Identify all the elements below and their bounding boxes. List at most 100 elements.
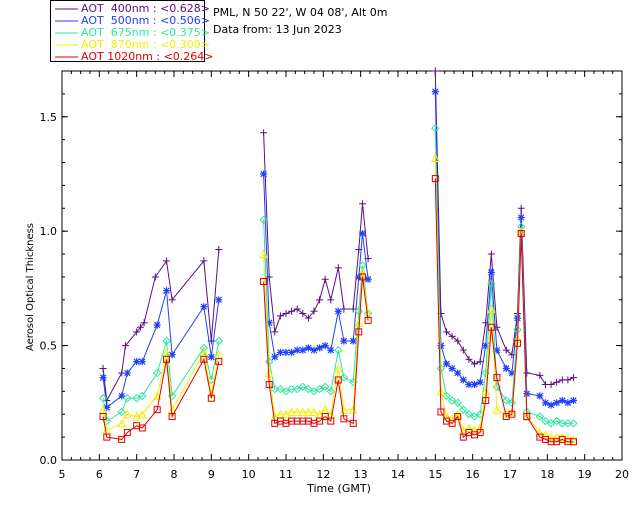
- series-500nm-point: [523, 390, 531, 398]
- series-870nm-point: [464, 423, 474, 432]
- series-400nm-point: [282, 310, 290, 318]
- legend-line-500nm: [55, 20, 78, 22]
- series-500nm-point: [153, 321, 161, 329]
- series-675nm-point: [320, 382, 330, 391]
- series-870nm-point: [569, 434, 578, 444]
- series-1020nm-point: [99, 413, 107, 421]
- series-1020nm: [99, 175, 577, 446]
- legend-label-500nm: AOT 500nm : <0.506>: [81, 14, 211, 27]
- series-870nm-point: [348, 405, 358, 414]
- series-675nm-line: [434, 128, 574, 424]
- series-675nm-line: [263, 219, 369, 393]
- series-400nm-point: [276, 312, 284, 320]
- series-500nm-point: [334, 307, 342, 315]
- series-500nm-point: [508, 369, 516, 377]
- series-675nm-point: [117, 407, 126, 417]
- series-500nm: [99, 88, 577, 411]
- series-400nm-point: [99, 364, 107, 372]
- series-400nm-point: [168, 296, 176, 304]
- series-400nm-point: [517, 204, 525, 212]
- series-1020nm-point: [513, 339, 521, 347]
- series-1020nm-point: [103, 433, 111, 441]
- series-1020nm-point: [482, 397, 490, 405]
- series-1020nm-point: [431, 175, 439, 183]
- series-500nm-point: [103, 403, 111, 411]
- series-675nm-point: [315, 384, 324, 394]
- series-675nm-point: [546, 419, 556, 428]
- series-500nm-point: [260, 170, 268, 178]
- series-870nm-point: [358, 267, 367, 277]
- series-1020nm-point: [153, 406, 161, 414]
- legend-line-870nm: [55, 44, 78, 46]
- series-1020nm-point: [321, 413, 329, 421]
- legend-label-1020nm: AOT 1020nm : <0.264>: [81, 50, 214, 63]
- y-axis-label: Aerosol Optical Thickness: [25, 223, 36, 351]
- series-500nm-point: [517, 213, 525, 221]
- series-400nm-point: [547, 380, 555, 388]
- series-400nm-point: [431, 67, 439, 75]
- series-500nm-point: [359, 229, 367, 237]
- series-500nm-point: [493, 346, 501, 354]
- series-400nm-point: [151, 273, 159, 281]
- series-1020nm-point: [340, 415, 348, 423]
- series-1020nm-point: [437, 408, 445, 416]
- series-1020nm-point: [260, 278, 268, 286]
- series-675nm-point: [502, 396, 511, 405]
- series-400nm-point: [304, 314, 312, 322]
- series-500nm-point: [558, 397, 566, 405]
- series-675nm-point: [334, 345, 343, 355]
- series-870nm-point: [117, 418, 127, 428]
- series-1020nm-point: [448, 419, 456, 427]
- x-tick-label-12: 12: [316, 468, 330, 481]
- series-1020nm-point: [123, 429, 131, 437]
- series-1020nm-point: [334, 376, 342, 384]
- series-400nm-point: [133, 328, 141, 336]
- series-400nm-point: [448, 332, 456, 340]
- x-tick-label-10: 10: [242, 468, 256, 481]
- series-1020nm-point: [265, 380, 273, 388]
- series-675nm-point: [214, 336, 224, 346]
- series-400nm-point: [200, 257, 208, 265]
- series-1020nm-point: [327, 417, 335, 425]
- series-1020nm-point: [476, 429, 484, 437]
- series-1020nm-point: [349, 419, 357, 427]
- series-400nm-point: [136, 323, 144, 331]
- series-870nm-point: [470, 425, 479, 435]
- x-axis-label: Time (GMT): [306, 482, 371, 495]
- series-675nm-point: [259, 215, 268, 224]
- series-675nm-point: [326, 387, 336, 396]
- series-675nm-point: [552, 416, 561, 426]
- series-1020nm-point: [487, 323, 495, 331]
- series-870nm-point: [123, 409, 132, 419]
- legend-label-675nm: AOT 675nm : <0.375>: [81, 26, 211, 39]
- legend-line-675nm: [55, 32, 78, 34]
- series-500nm-point: [138, 358, 146, 366]
- series-1020nm-point: [359, 273, 367, 281]
- series-500nm-point: [327, 346, 335, 354]
- series-1020nm-line: [434, 178, 574, 443]
- series-1020nm-point: [459, 433, 467, 441]
- series-500nm-point: [288, 348, 296, 356]
- series-400nm: [99, 67, 577, 405]
- series-500nm-point: [564, 399, 572, 407]
- series-870nm-point: [132, 411, 141, 421]
- series-500nm-point: [476, 378, 484, 386]
- legend-line-1020nm: [55, 56, 78, 58]
- series-500nm-point: [340, 337, 348, 345]
- legend-item-1020nm: AOT 1020nm : <0.264>: [51, 51, 214, 63]
- series-400nm-point: [271, 328, 279, 336]
- series-870nm-point: [522, 411, 532, 421]
- series-500nm-point: [454, 369, 462, 377]
- series-500nm-point: [443, 360, 451, 368]
- series-870nm-point: [552, 432, 561, 442]
- series-400nm-point: [564, 376, 572, 384]
- series-870nm-point: [431, 153, 440, 162]
- series-400nm-point: [334, 264, 342, 272]
- x-tick-label-11: 11: [279, 468, 293, 481]
- series-500nm-point: [168, 351, 176, 359]
- series-500nm-point: [364, 275, 372, 283]
- series-870nm-point: [487, 304, 496, 313]
- series-675nm-point: [199, 343, 209, 353]
- series-675nm-point: [431, 123, 440, 133]
- series-870nm-point: [287, 407, 296, 416]
